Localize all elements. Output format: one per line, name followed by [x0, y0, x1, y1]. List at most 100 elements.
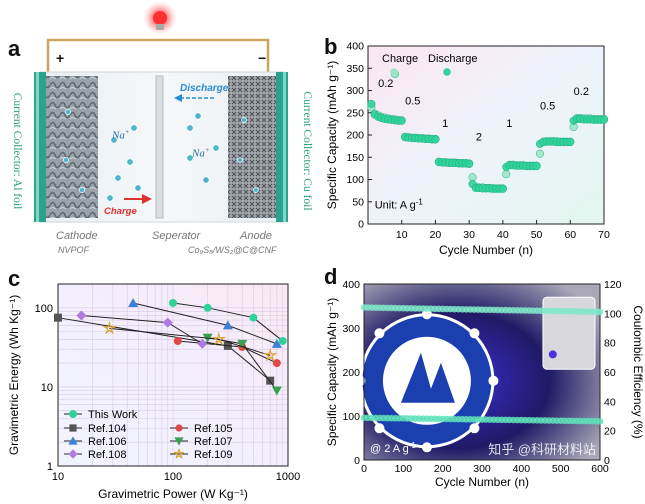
x-tick-label: 100: [164, 471, 182, 483]
led-light: [355, 375, 366, 386]
x-tick-label: 600: [591, 463, 609, 475]
legend-discharge-marker: [443, 68, 451, 76]
x-tick-label: 400: [513, 463, 531, 475]
x-tick-label: 10: [396, 229, 408, 241]
external-wire: [46, 38, 270, 72]
separator: [155, 75, 164, 219]
rate-label: 0.2: [378, 78, 393, 90]
y2-tick-label: 20: [604, 426, 616, 438]
led-light: [421, 442, 432, 453]
x-tick-label: 20: [430, 229, 442, 241]
cu-collector: [276, 72, 288, 222]
na-label-right: Na+: [192, 146, 210, 160]
data-point-discharge: [532, 162, 541, 171]
unit-label: Unit: A g-1: [375, 197, 424, 211]
y-tick-label: 350: [346, 63, 364, 75]
y2-tick-label: 100: [604, 308, 622, 320]
y-tick-label: 200: [342, 367, 360, 379]
y-tick-label: 150: [346, 152, 364, 164]
y-tick-label: 50: [352, 196, 364, 208]
legend-marker: [175, 424, 183, 432]
discharge-label: Discharge: [180, 83, 229, 94]
data-point-ref-108: [162, 317, 173, 328]
data-point-this-work: [278, 337, 287, 346]
y-tick-label: 10: [41, 382, 53, 394]
cycling-chart: 0 100 200 300 400 500 600010020030040002040608…: [325, 279, 645, 489]
anode-material: Co₉S₈/WS₂@C@CNF: [188, 245, 277, 255]
data-point-discharge: [431, 135, 440, 144]
x-tick-label: 30: [463, 229, 475, 241]
y2-tick-label: 120: [604, 279, 622, 291]
rate-label: 1: [442, 118, 448, 130]
x-axis-label: Cycle Number (n): [439, 243, 533, 257]
x-tick-label: 60: [564, 229, 576, 241]
data-point-this-work: [249, 313, 258, 322]
legend-marker: [69, 424, 77, 432]
data-point-discharge: [465, 159, 474, 168]
data-point-ref-109: [211, 331, 227, 346]
data-point-discharge: [498, 184, 507, 193]
rate-capability-chart: 10 20 30 40 50 60 70 0 50 100 150 200 250 300 350 400 Cy…: [325, 41, 610, 258]
data-point-this-work: [203, 303, 212, 312]
legend-label: Ref.105: [194, 423, 233, 435]
legend-label: Ref.108: [88, 449, 127, 461]
efficiency-point: [596, 308, 604, 316]
legend-marker: [174, 437, 184, 446]
separator-title: Seperator: [152, 230, 201, 242]
y-tick-label: 100: [342, 411, 360, 423]
y-tick-label: 400: [346, 41, 364, 53]
y-tick-label: 400: [342, 279, 360, 291]
led-light: [421, 309, 432, 320]
y-tick-label: 100: [346, 174, 364, 186]
x-tick-label: 100: [395, 463, 413, 475]
panel-a: a: [0, 0, 320, 258]
rate-label: 2: [476, 131, 482, 143]
legend-marker: [69, 410, 77, 418]
current-label: @ 2 A g-1: [370, 441, 416, 455]
cathode-material: NVPOF: [58, 245, 90, 255]
device-led: [548, 350, 557, 359]
y-tick-label: 250: [346, 107, 364, 119]
plus-sign: +: [56, 50, 65, 66]
legend-label: This Work: [88, 409, 138, 421]
legend-label: Ref.109: [194, 449, 233, 461]
na-label-left: Na+: [112, 128, 130, 142]
x-tick-label: 10: [52, 471, 64, 483]
panel-c: c 10 100 1000 1 10 100 Gravimetric Power (W Kg…: [0, 262, 322, 504]
cathode-layer: [46, 76, 98, 218]
series-line-this-work: [172, 302, 284, 342]
data-point-ref-104: [54, 313, 62, 322]
y-tick-label: 0: [358, 219, 364, 231]
x-tick-label: 200: [434, 463, 452, 475]
data-point-ref-106: [271, 338, 282, 348]
minus-sign: −: [258, 50, 267, 66]
legend-charge-marker: [390, 68, 398, 76]
led-light: [469, 423, 480, 434]
y-tick-label: 300: [346, 85, 364, 97]
panel-label-d: d: [324, 264, 338, 289]
plot-frame: [57, 283, 289, 467]
left-collector-label: Current Collector: Al foil: [11, 92, 23, 210]
panel-label-a: a: [8, 36, 21, 61]
plot-frame: [363, 283, 601, 461]
legend-label: Ref.104: [88, 423, 127, 435]
y-axis-label: Gravimetric Energy (Wh Kg⁻¹): [7, 295, 21, 455]
led-light: [469, 328, 480, 339]
y-tick-label: 0: [354, 455, 360, 467]
x-tick-label: 40: [497, 229, 509, 241]
led-light: [374, 328, 385, 339]
y-axis-label: Specific Capacity (mAh g⁻¹): [325, 61, 339, 209]
y2-axis-label: Coulombic Efficiency (%): [631, 305, 645, 438]
anode-layer: [228, 76, 276, 218]
data-point-this-work: [169, 299, 177, 308]
data-point-ref-108: [76, 310, 87, 321]
x-tick-label: 500: [552, 463, 570, 475]
na-ions: [63, 109, 259, 202]
emblem-sail: [400, 352, 455, 403]
anode-title: Anode: [240, 230, 272, 242]
data-point-charge: [502, 170, 511, 179]
data-point-discharge: [599, 115, 609, 124]
x-tick-label: 70: [598, 229, 610, 241]
legend-label: Ref.106: [88, 436, 127, 448]
